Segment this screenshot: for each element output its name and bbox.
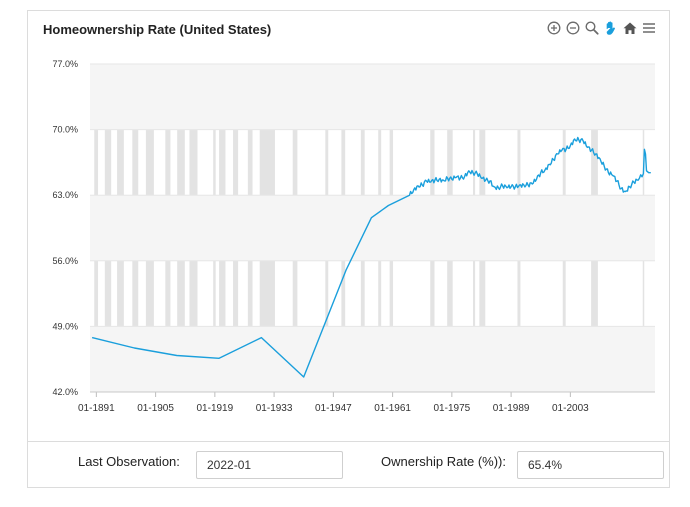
x-tick-label: 01-1905 (137, 403, 174, 414)
y-tick-label: 42.0% (52, 387, 78, 397)
y-tick-label: 63.0% (52, 190, 78, 200)
chart-plot: 77.0%70.0%63.0%56.0%49.0%42.0% 01-1891 01… (52, 59, 655, 414)
grid-band (90, 195, 655, 261)
ownership-rate-field[interactable] (517, 451, 664, 479)
x-tick-label: 01-1891 (78, 403, 115, 414)
chart-title: Homeownership Rate (United States) (43, 22, 272, 37)
last-observation-label: Last Observation: (78, 454, 180, 469)
grid-band (90, 326, 655, 392)
y-tick-label: 49.0% (52, 321, 78, 331)
x-tick-label: 01-1919 (196, 403, 233, 414)
series-line (91, 136, 651, 378)
ownership-rate-label: Ownership Rate (%)): (381, 454, 506, 469)
menu-icon[interactable] (641, 20, 657, 36)
x-tick-label: 01-1989 (493, 403, 530, 414)
x-tick-label: 01-1947 (315, 403, 352, 414)
y-tick-label: 77.0% (52, 59, 78, 69)
footer-divider (28, 441, 669, 442)
x-tick-label: 01-2003 (552, 403, 589, 414)
pan-hand-icon[interactable] (603, 20, 619, 36)
last-observation-field[interactable] (196, 451, 343, 479)
series (91, 136, 651, 378)
home-reset-icon[interactable] (622, 20, 638, 36)
zoom-out-icon[interactable] (565, 20, 581, 36)
y-tick-label: 70.0% (52, 125, 78, 135)
zoom-in-icon[interactable] (546, 20, 562, 36)
chart-toolbar (546, 20, 657, 36)
x-tick-label: 01-1975 (434, 403, 471, 414)
gridlines (90, 63, 655, 393)
y-tick-label: 56.0% (52, 256, 78, 266)
x-tick-label: 01-1961 (374, 403, 411, 414)
chart-card: Homeownership Rate (United States) 77.0%… (27, 10, 670, 488)
y-axis-ticks: 77.0% 70.0% 63.0% 56.0% 49.0% 42.0% (52, 59, 78, 397)
grid-band (90, 64, 655, 130)
x-tick-label: 01-1933 (256, 403, 293, 414)
x-axis-ticks: 01-1891 01-1905 01-1919 01-1933 01-1947 01-19… (78, 392, 589, 414)
zoom-select-icon[interactable] (584, 20, 600, 36)
